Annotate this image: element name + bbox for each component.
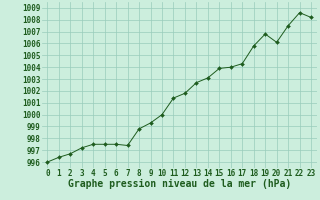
X-axis label: Graphe pression niveau de la mer (hPa): Graphe pression niveau de la mer (hPa) — [68, 179, 291, 189]
